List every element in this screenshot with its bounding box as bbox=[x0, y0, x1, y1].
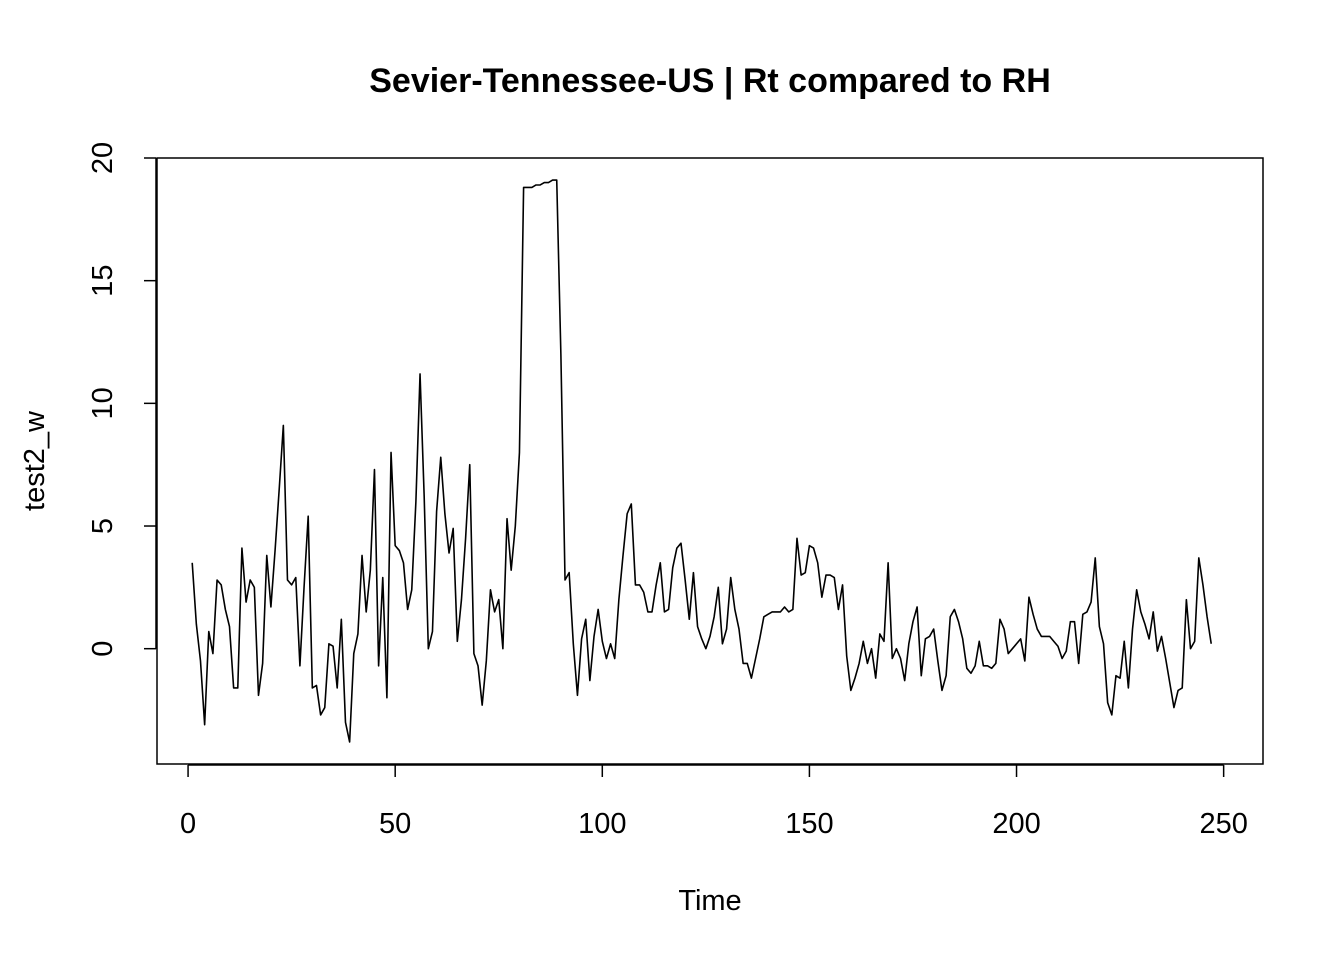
x-tick-label: 250 bbox=[1199, 808, 1247, 840]
x-axis: 0 50 100 150 200 250 bbox=[180, 764, 1248, 840]
series-group bbox=[191, 179, 1213, 743]
y-tick-label: 10 bbox=[87, 387, 119, 419]
x-tick-label: 0 bbox=[180, 808, 196, 840]
x-tick-label: 150 bbox=[785, 808, 833, 840]
y-axis-label: test2_w bbox=[19, 410, 51, 511]
y-axis: 0 5 10 15 20 bbox=[87, 142, 157, 657]
x-tick-label: 200 bbox=[992, 808, 1040, 840]
y-tick-label: 5 bbox=[87, 518, 119, 534]
chart-title: Sevier-Tennessee-US | Rt compared to RH bbox=[369, 62, 1051, 100]
y-tick-label: 15 bbox=[87, 265, 119, 297]
y-tick-label: 0 bbox=[87, 641, 119, 657]
y-tick-label: 20 bbox=[87, 142, 119, 174]
x-axis-label: Time bbox=[678, 885, 741, 917]
series-line bbox=[191, 179, 1213, 743]
x-tick-label: 100 bbox=[578, 808, 626, 840]
x-tick-label: 50 bbox=[379, 808, 411, 840]
plot-box bbox=[156, 157, 1264, 765]
